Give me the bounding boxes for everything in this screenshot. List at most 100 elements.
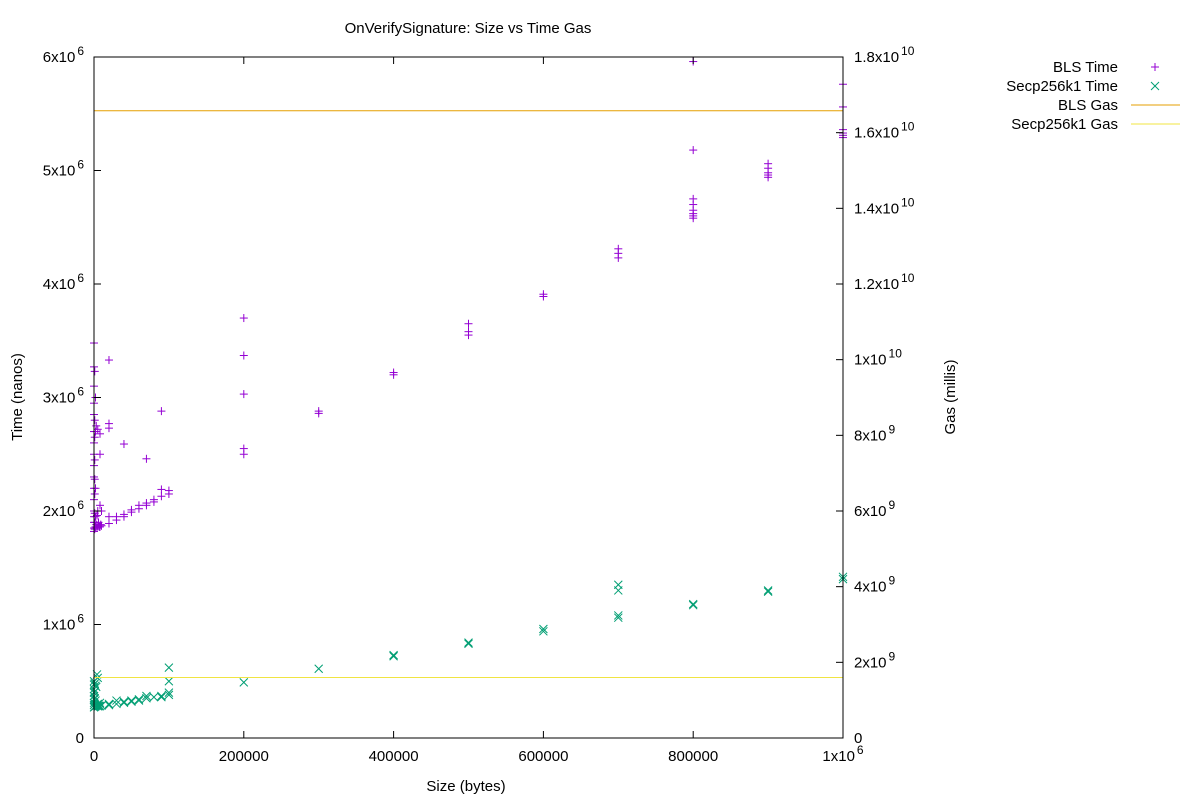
data-point xyxy=(389,651,398,661)
data-point xyxy=(95,701,105,711)
data-point xyxy=(689,146,698,155)
data-point xyxy=(134,695,144,704)
y-axis-label: Time (nanos) xyxy=(9,353,26,441)
legend-marker xyxy=(1151,63,1159,71)
data-point xyxy=(688,600,698,610)
data-point xyxy=(157,692,166,702)
data-point xyxy=(104,699,114,709)
y-tick-label: 4x10 6 xyxy=(43,271,85,293)
data-point xyxy=(764,173,773,182)
x-tick-label: 0 xyxy=(90,748,98,765)
data-point xyxy=(239,450,248,459)
data-point xyxy=(104,512,113,521)
legend-label: BLS Time xyxy=(1053,59,1118,76)
data-point xyxy=(104,700,114,710)
data-point xyxy=(90,455,99,464)
chart-title: OnVerifySignature: Size vs Time Gas xyxy=(345,20,592,37)
data-point xyxy=(91,512,100,521)
data-point xyxy=(134,501,143,510)
data-point xyxy=(119,697,129,707)
x-tick-label: 600000 xyxy=(518,748,568,765)
series-bls-time xyxy=(90,57,847,536)
data-point xyxy=(127,505,136,514)
data-point xyxy=(90,475,99,484)
x-tick-label: 800000 xyxy=(668,748,718,765)
data-point xyxy=(539,292,548,301)
data-point xyxy=(95,429,104,438)
data-point xyxy=(149,692,159,702)
data-point xyxy=(239,390,248,399)
data-point xyxy=(97,521,106,530)
y2-tick-label: 1.6x10 10 xyxy=(854,120,915,142)
data-point xyxy=(464,638,473,648)
legend-marker xyxy=(1150,81,1160,91)
data-point xyxy=(104,356,113,365)
data-point xyxy=(464,319,473,328)
data-point xyxy=(92,421,101,430)
legend-entry: BLS Time xyxy=(1053,59,1159,76)
y2-tick-label: 2x10 9 xyxy=(854,649,896,671)
x-tick-label: 400000 xyxy=(369,748,419,765)
x-axis-label: Size (bytes) xyxy=(426,778,505,795)
data-point xyxy=(97,701,106,711)
data-point xyxy=(90,433,99,442)
series-secp256k1-time xyxy=(89,572,848,712)
data-point xyxy=(763,586,773,595)
y-tick-label: 2x10 6 xyxy=(43,498,85,520)
data-point xyxy=(142,691,151,701)
data-point xyxy=(613,586,623,595)
data-point xyxy=(539,626,548,636)
data-point xyxy=(93,425,102,434)
legend-entry: Secp256k1 Gas xyxy=(1011,116,1180,133)
data-point xyxy=(104,424,113,433)
data-point xyxy=(119,510,128,519)
y-tick-label: 6x10 6 xyxy=(43,44,85,66)
data-point xyxy=(389,650,398,660)
data-point xyxy=(389,370,398,379)
data-point xyxy=(164,688,174,697)
data-point xyxy=(91,484,100,493)
legend: BLS Time Secp256k1 Time BLS Gas Secp256k1 G… xyxy=(1006,59,1180,133)
y2-tick-label: 6x10 9 xyxy=(854,498,896,520)
data-point xyxy=(95,450,104,459)
y2-tick-label: 1.4x10 10 xyxy=(854,195,915,217)
y2-tick-label: 8x10 9 xyxy=(854,422,896,444)
data-point xyxy=(91,427,100,436)
y-tick-label: 3x10 6 xyxy=(43,385,85,407)
data-point xyxy=(157,492,166,501)
y-tick-label: 5x10 6 xyxy=(43,158,85,180)
data-point xyxy=(239,314,248,323)
data-point xyxy=(112,696,121,705)
data-point xyxy=(613,613,623,623)
data-point xyxy=(127,696,136,705)
data-point xyxy=(763,587,773,596)
y2-tick-label: 1.2x10 10 xyxy=(854,271,915,293)
y2-tick-label: 4x10 9 xyxy=(854,574,896,596)
data-point xyxy=(90,416,99,425)
data-point xyxy=(239,351,248,360)
y2-axis-label: Gas (millis) xyxy=(942,360,959,435)
data-point xyxy=(127,697,136,707)
data-point xyxy=(104,519,113,528)
x-tick-label: 200000 xyxy=(219,748,269,765)
data-point xyxy=(314,664,324,674)
data-point xyxy=(149,495,158,504)
data-point xyxy=(90,489,99,498)
data-point xyxy=(164,676,174,686)
data-point xyxy=(119,698,129,708)
data-point xyxy=(464,639,473,649)
data-point xyxy=(157,407,166,416)
data-point xyxy=(142,454,151,463)
data-point xyxy=(464,331,473,340)
legend-entry: Secp256k1 Time xyxy=(1006,78,1160,95)
data-point xyxy=(119,440,128,449)
legend-entry: BLS Gas xyxy=(1058,97,1180,114)
data-point xyxy=(134,696,144,705)
data-point xyxy=(142,693,151,703)
data-point xyxy=(157,691,166,701)
plot-series xyxy=(89,57,848,712)
data-point xyxy=(164,690,174,700)
plot-frame xyxy=(93,56,844,739)
